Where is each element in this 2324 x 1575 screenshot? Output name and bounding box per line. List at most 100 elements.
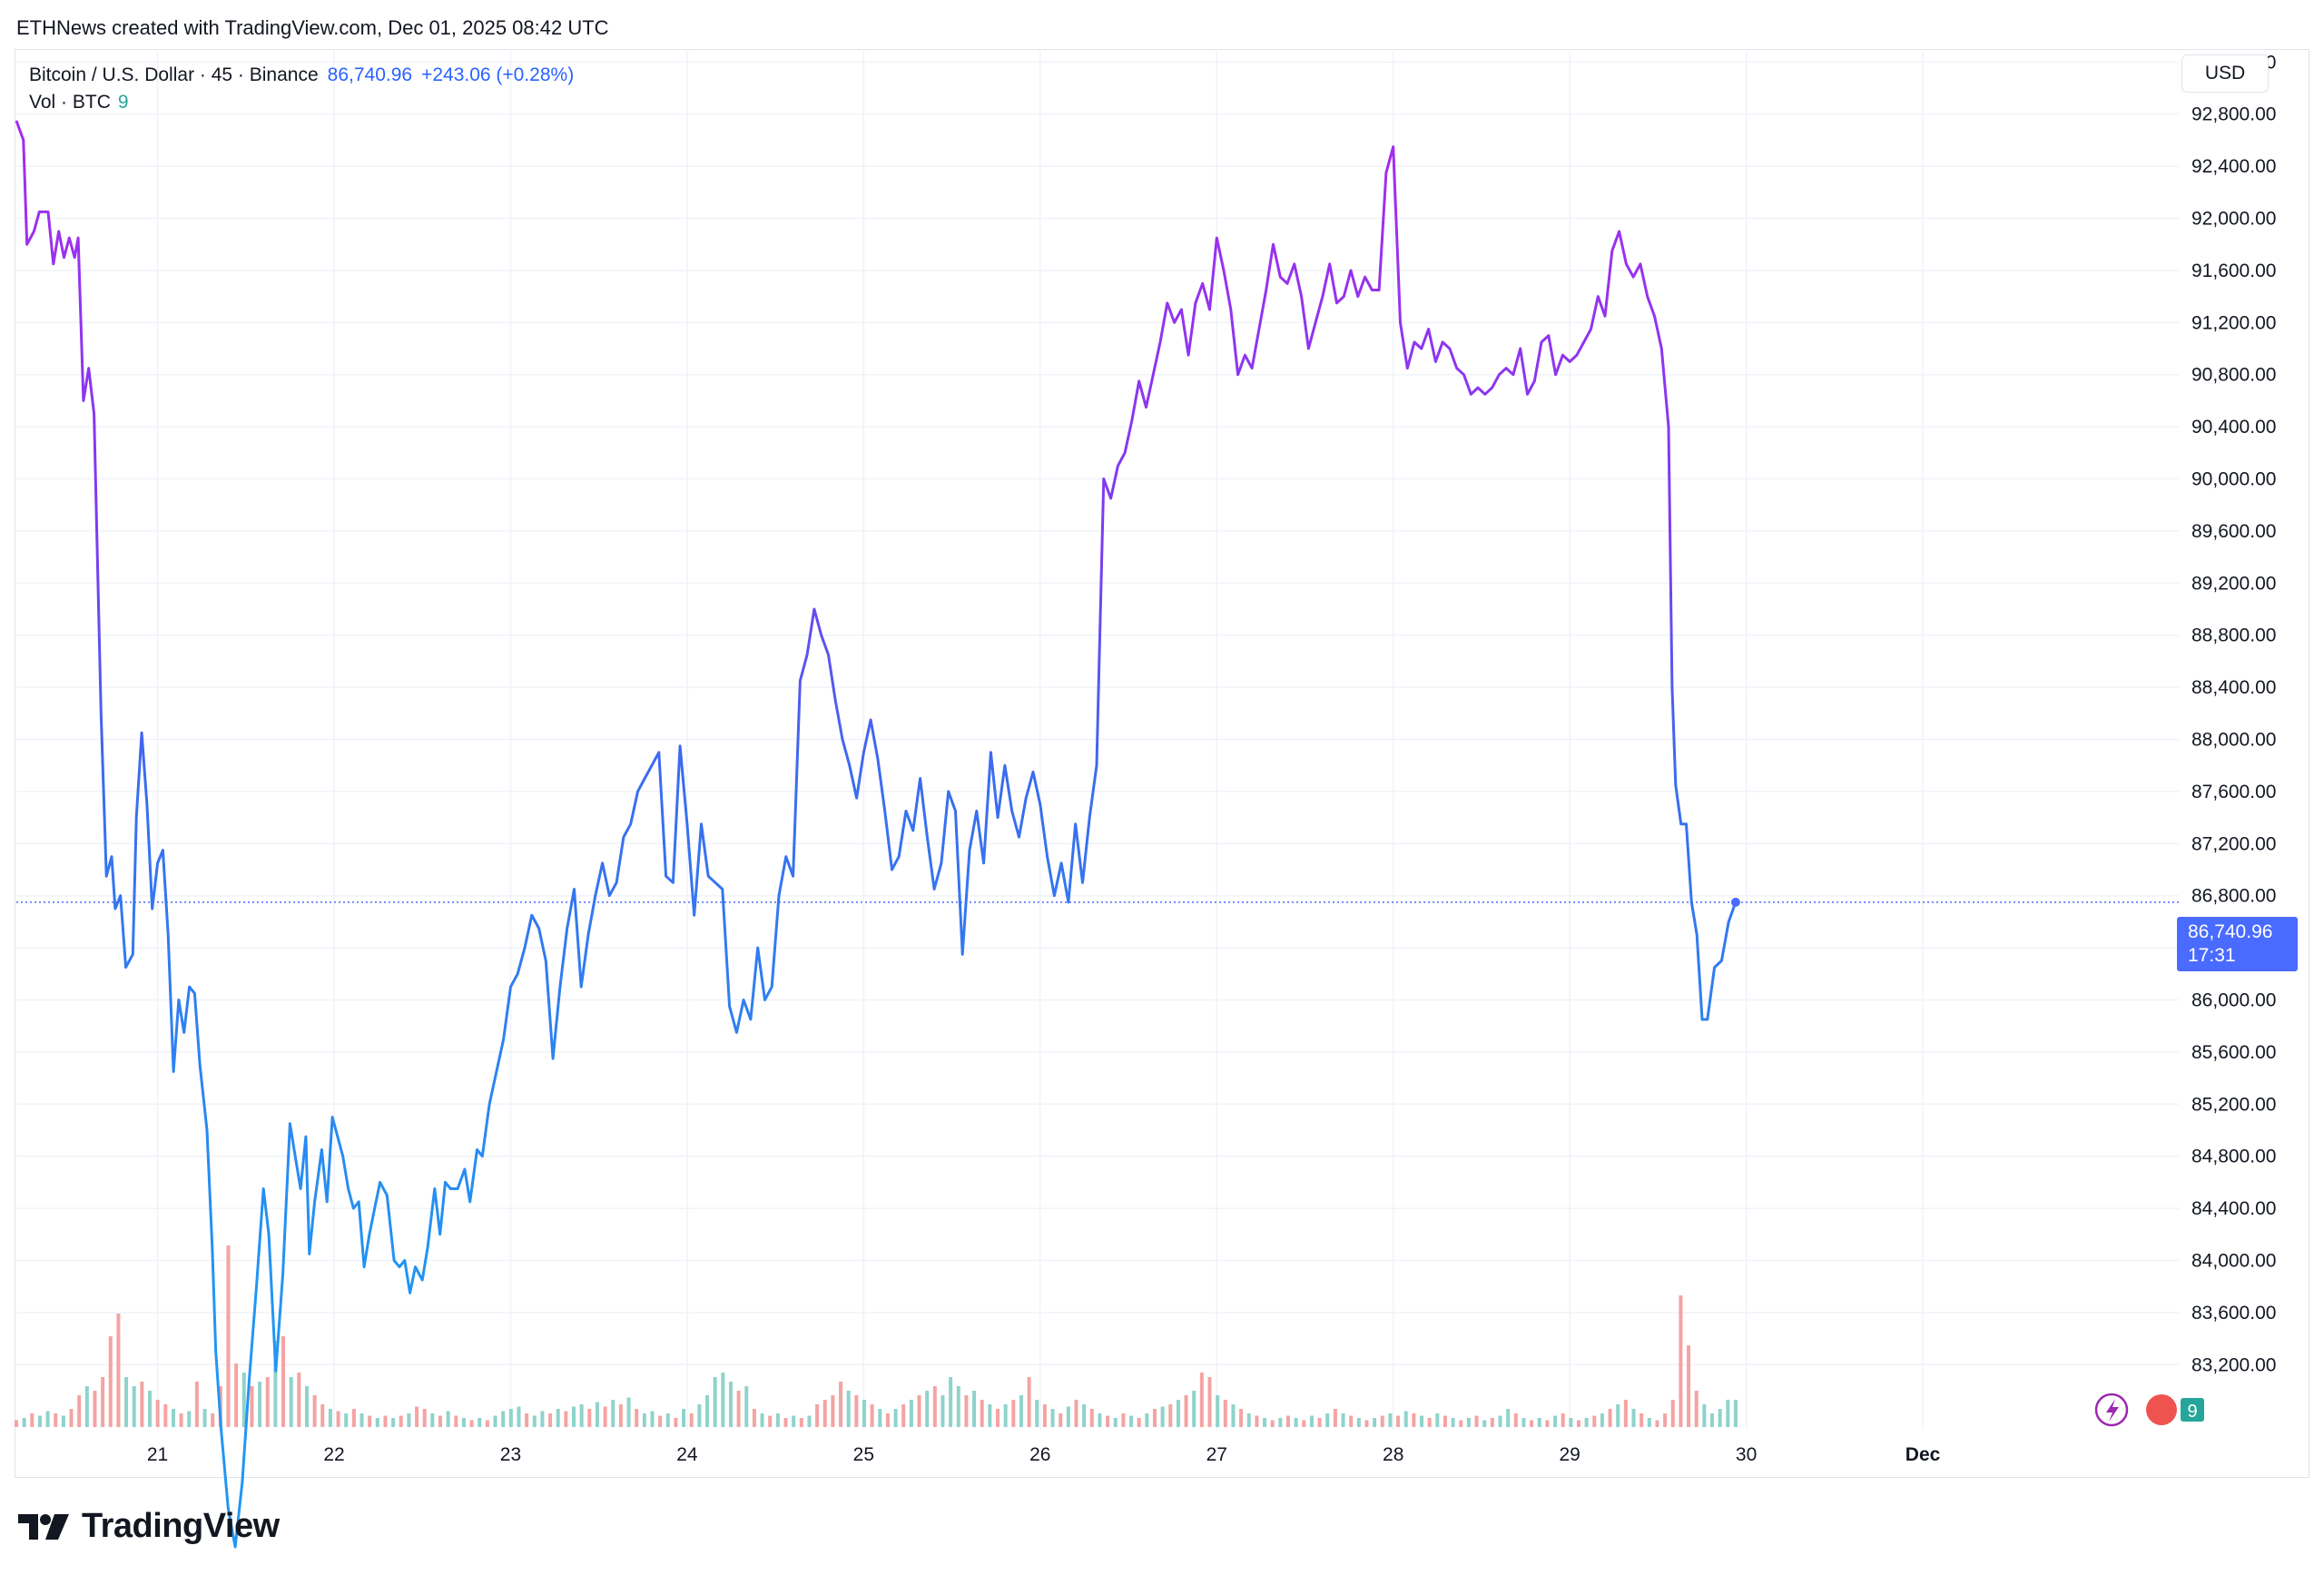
volume-bar bbox=[124, 1377, 129, 1427]
volume-bar bbox=[862, 1400, 866, 1427]
volume-bar bbox=[1521, 1418, 1526, 1427]
volume-bar bbox=[1168, 1404, 1173, 1427]
volume-bar bbox=[697, 1404, 702, 1427]
y-tick-label: 84,400.00 bbox=[2191, 1198, 2276, 1219]
y-tick-label: 88,400.00 bbox=[2191, 677, 2276, 698]
volume-bar bbox=[548, 1413, 553, 1427]
y-tick-label: 83,600.00 bbox=[2191, 1303, 2276, 1324]
volume-bar bbox=[768, 1415, 773, 1427]
volume-bar bbox=[273, 1341, 278, 1427]
y-tick-label: 90,000.00 bbox=[2191, 469, 2276, 490]
volume-bar bbox=[752, 1409, 756, 1427]
volume-value: 9 bbox=[117, 92, 129, 113]
volume-label: Vol · BTC bbox=[29, 92, 111, 113]
volume-bar bbox=[1089, 1409, 1094, 1427]
volume-bar bbox=[226, 1245, 231, 1427]
tradingview-logo-text: TradingView bbox=[82, 1507, 280, 1545]
volume-bar bbox=[454, 1415, 458, 1427]
volume-bar bbox=[1152, 1409, 1157, 1427]
volume-bar bbox=[194, 1382, 199, 1427]
volume-bar bbox=[674, 1418, 678, 1427]
volume-bar bbox=[1466, 1418, 1471, 1427]
last-price-value: 86,740.96 bbox=[2188, 921, 2273, 942]
volume-bar bbox=[1530, 1420, 1534, 1427]
y-tick-label: 84,000.00 bbox=[2191, 1250, 2276, 1271]
volume-bar bbox=[564, 1411, 568, 1427]
volume-bar bbox=[1655, 1420, 1659, 1427]
legend-volume-row[interactable]: Vol · BTC 9 bbox=[29, 89, 574, 116]
volume-bar bbox=[351, 1409, 356, 1427]
volume-bar bbox=[148, 1391, 153, 1427]
volume-bar bbox=[1403, 1411, 1408, 1427]
volume-bar bbox=[1600, 1413, 1604, 1427]
volume-bar bbox=[336, 1411, 340, 1427]
volume-bar bbox=[618, 1404, 623, 1427]
volume-bar bbox=[1679, 1295, 1683, 1427]
volume-bar bbox=[1726, 1400, 1730, 1427]
volume-bar bbox=[430, 1413, 435, 1427]
volume-bar bbox=[635, 1409, 639, 1427]
volume-bar bbox=[1498, 1415, 1502, 1427]
volume-bar bbox=[1216, 1395, 1220, 1427]
volume-bar bbox=[344, 1413, 349, 1427]
volume-bar bbox=[1255, 1415, 1259, 1427]
volume-bar bbox=[1420, 1415, 1424, 1427]
volume-bar bbox=[932, 1386, 937, 1427]
volume-bar bbox=[579, 1404, 584, 1427]
volume-bar bbox=[415, 1406, 419, 1427]
volume-bar bbox=[870, 1404, 874, 1427]
volume-bar bbox=[1608, 1409, 1612, 1427]
volume-bar bbox=[30, 1413, 34, 1427]
volume-bar bbox=[359, 1413, 364, 1427]
volume-bar bbox=[1396, 1415, 1401, 1427]
x-tick-label: 21 bbox=[147, 1444, 168, 1465]
volume-bar bbox=[642, 1413, 646, 1427]
volume-bar bbox=[878, 1409, 882, 1427]
volume-bar bbox=[901, 1404, 906, 1427]
volume-bar bbox=[1027, 1377, 1031, 1427]
volume-bar bbox=[258, 1382, 262, 1427]
legend-symbol-row[interactable]: Bitcoin / U.S. Dollar · 45 · Binance 86,7… bbox=[29, 62, 574, 89]
volume-bar bbox=[1113, 1418, 1118, 1427]
volume-bar bbox=[964, 1395, 969, 1427]
volume-bar bbox=[556, 1409, 560, 1427]
volume-bar bbox=[996, 1409, 1000, 1427]
volume-bar bbox=[1223, 1400, 1227, 1427]
volume-bar bbox=[1427, 1418, 1432, 1427]
volume-bar bbox=[1263, 1418, 1267, 1427]
volume-bar bbox=[1459, 1420, 1463, 1427]
volume-bar bbox=[1482, 1420, 1487, 1427]
volume-bar bbox=[736, 1391, 741, 1427]
y-tick-label: 84,800.00 bbox=[2191, 1147, 2276, 1167]
y-tick-label: 88,000.00 bbox=[2191, 730, 2276, 751]
volume-bar bbox=[1246, 1413, 1251, 1427]
volume-bar bbox=[375, 1418, 379, 1427]
volume-bar bbox=[665, 1413, 670, 1427]
tradingview-logo[interactable]: TradingView bbox=[18, 1507, 280, 1546]
volume-bar bbox=[980, 1400, 984, 1427]
volume-bar bbox=[1121, 1413, 1126, 1427]
volume-bar bbox=[1160, 1406, 1165, 1427]
volume-bar bbox=[1687, 1345, 1691, 1427]
volume-bar bbox=[839, 1382, 843, 1427]
legend-price: 86,740.96 bbox=[327, 64, 413, 85]
volume-bar bbox=[304, 1386, 309, 1427]
volume-bar bbox=[22, 1418, 26, 1427]
volume-bar bbox=[1561, 1413, 1565, 1427]
volume-bar bbox=[469, 1420, 474, 1427]
volume-bar bbox=[956, 1386, 960, 1427]
volume-bar bbox=[595, 1402, 599, 1427]
volume-bar bbox=[1207, 1377, 1212, 1427]
volume-bar bbox=[587, 1409, 592, 1427]
volume-bar bbox=[1380, 1415, 1384, 1427]
volume-bar bbox=[391, 1418, 396, 1427]
volume-bar bbox=[705, 1395, 710, 1427]
volume-bar bbox=[689, 1413, 694, 1427]
y-tick-label: 89,200.00 bbox=[2191, 573, 2276, 594]
us-flag-icon[interactable] bbox=[2146, 1394, 2177, 1425]
volume-bar bbox=[132, 1386, 136, 1427]
volume-bar bbox=[1035, 1400, 1039, 1427]
volume-bar bbox=[116, 1314, 121, 1427]
currency-button[interactable]: USD bbox=[2181, 54, 2269, 93]
